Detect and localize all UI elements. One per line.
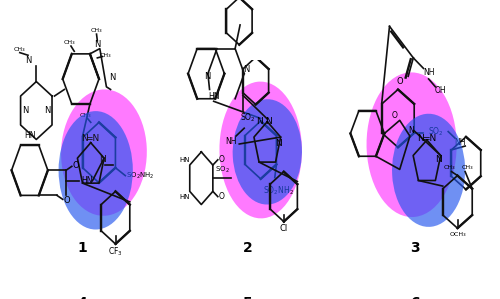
Ellipse shape [366,72,456,217]
Text: CH₃: CH₃ [80,113,92,118]
Text: N: N [109,73,116,82]
Text: 6: 6 [410,296,420,299]
Text: N: N [436,155,442,164]
Text: OCH₃: OCH₃ [449,232,466,237]
Text: CH₃: CH₃ [64,39,75,45]
Text: O: O [396,77,403,86]
Text: $\mathregular{SO_2NH_2}$: $\mathregular{SO_2NH_2}$ [262,184,294,197]
Text: NH: NH [423,68,434,77]
Text: N: N [44,106,50,115]
Text: N: N [416,134,424,143]
Text: 5: 5 [242,296,252,299]
Text: HN: HN [81,176,92,185]
Text: $\mathregular{SO_2}$: $\mathregular{SO_2}$ [240,112,256,124]
Text: 1: 1 [78,241,88,255]
Text: NH: NH [225,137,237,146]
Ellipse shape [58,111,133,230]
Text: NH: NH [454,138,466,147]
Text: 4: 4 [78,296,88,299]
Text: N: N [256,117,263,126]
Text: CH₃: CH₃ [443,165,455,170]
Text: N: N [22,106,29,115]
Ellipse shape [61,89,147,216]
Text: CH₃: CH₃ [462,165,473,170]
Text: HN: HN [24,131,36,140]
Text: CH₃: CH₃ [100,53,112,58]
Text: OH: OH [434,86,446,95]
Text: O: O [392,111,398,120]
Text: N: N [25,56,31,65]
Text: CH₃: CH₃ [14,48,26,53]
Text: N: N [99,155,105,164]
Text: N: N [408,126,414,135]
Text: 3: 3 [410,241,420,255]
Text: CH₃: CH₃ [90,28,102,33]
Ellipse shape [220,82,302,218]
Text: HN: HN [208,91,220,100]
Text: O: O [64,196,70,205]
Text: CF$_3$: CF$_3$ [108,245,123,258]
Text: $\mathregular{SO_2NH_2}$: $\mathregular{SO_2NH_2}$ [126,170,154,181]
Text: N: N [242,65,249,74]
Text: HN: HN [180,194,190,200]
Text: =N: =N [422,134,436,143]
Text: Cl: Cl [280,224,288,233]
Ellipse shape [232,99,302,205]
Text: N: N [265,117,272,126]
Text: $\mathregular{SO_2}$: $\mathregular{SO_2}$ [214,165,230,176]
Text: O: O [218,155,224,164]
Text: O: O [72,161,79,170]
Text: N: N [204,72,210,81]
Text: N: N [81,134,87,143]
Text: 2: 2 [242,241,252,255]
Text: $\mathregular{SO_2}$: $\mathregular{SO_2}$ [428,125,444,138]
Text: O: O [218,192,224,201]
Ellipse shape [392,114,465,227]
Text: N: N [94,40,100,49]
Text: N: N [276,140,282,149]
Text: =N: =N [86,134,100,143]
Text: HN: HN [180,157,190,163]
